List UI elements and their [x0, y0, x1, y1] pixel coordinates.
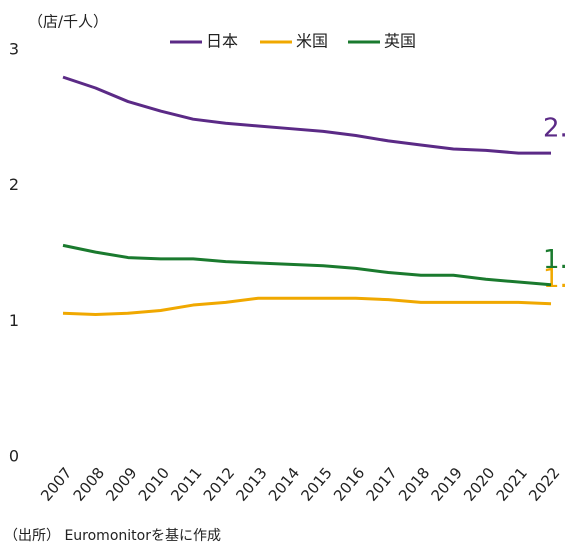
legend-label: 日本: [206, 32, 238, 51]
x-tick-label: 2020: [460, 464, 498, 505]
line-series: [62, 296, 552, 317]
x-tick-label: 2017: [363, 464, 401, 505]
x-tick-label: 2007: [37, 464, 75, 505]
x-tick-label: 2018: [395, 464, 433, 505]
x-tick-label: 2008: [70, 464, 108, 505]
x-tick-label: 2015: [297, 464, 335, 505]
x-tick-label: 2012: [200, 464, 238, 505]
y-tick-label: 3: [9, 40, 19, 59]
x-tick-label: 2014: [265, 464, 303, 505]
value-label: 1.1: [543, 264, 568, 294]
value-label: 1.3: [543, 245, 568, 275]
x-tick-label: 2016: [330, 464, 368, 505]
value-label: 2.2: [543, 114, 568, 144]
x-tick-label: 2010: [135, 464, 173, 505]
line-series: [62, 75, 551, 155]
x-tick-label: 2011: [167, 464, 205, 505]
legend-label: 米国: [296, 32, 328, 51]
x-tick-label: 2009: [102, 464, 140, 505]
legend-label: 英国: [384, 32, 416, 51]
source-note: （出所） Euromonitorを基に作成: [4, 527, 221, 544]
y-tick-label: 1: [9, 311, 19, 330]
line-series: [62, 243, 552, 287]
y-tick-label: 0: [9, 447, 19, 466]
x-tick-label: 2022: [525, 464, 563, 505]
y-axis-label: （店/千人）: [28, 13, 108, 31]
x-tick-label: 2021: [493, 464, 531, 505]
x-tick-label: 2013: [232, 464, 270, 505]
y-tick-label: 2: [9, 175, 19, 194]
x-tick-label: 2019: [428, 464, 466, 505]
